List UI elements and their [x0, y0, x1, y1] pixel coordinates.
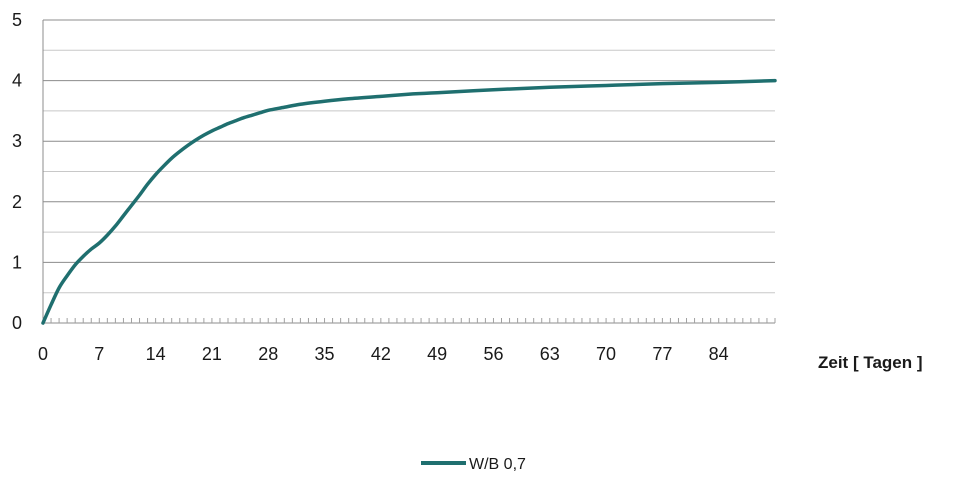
legend: W/B 0,7	[421, 456, 526, 473]
x-tick-label: 42	[371, 344, 391, 364]
x-tick-label: 56	[483, 344, 503, 364]
y-tick-label: 1	[12, 252, 22, 272]
x-tick-label: 77	[652, 344, 672, 364]
x-tick-label: 0	[38, 344, 48, 364]
y-tick-label: 2	[12, 192, 22, 212]
x-tick-label: 63	[540, 344, 560, 364]
y-tick-label: 4	[12, 71, 22, 91]
x-tick-label: 35	[315, 344, 335, 364]
x-tick-label: 14	[146, 344, 166, 364]
series-layer	[41, 78, 777, 325]
x-tick-label: 28	[258, 344, 278, 364]
y-tick-label: 5	[12, 10, 22, 30]
gridlines	[43, 19, 775, 294]
tick-labels: 0 1 2 3 4 5 0 7 14 21 28 35 42 49 56 63 70 77 84	[12, 10, 729, 364]
y-tick-label: 3	[12, 131, 22, 151]
x-axis-label: Zeit [ Tagen ]	[818, 353, 923, 372]
x-tick-label: 49	[427, 344, 447, 364]
x-tick-label: 7	[94, 344, 104, 364]
x-tick-label: 84	[709, 344, 729, 364]
y-tick-label: 0	[12, 313, 22, 333]
legend-label-w-b-0-7: W/B 0,7	[469, 456, 526, 473]
series-line-w-b-0-7	[41, 78, 777, 325]
x-tick-label: 21	[202, 344, 222, 364]
x-tick-label: 70	[596, 344, 616, 364]
